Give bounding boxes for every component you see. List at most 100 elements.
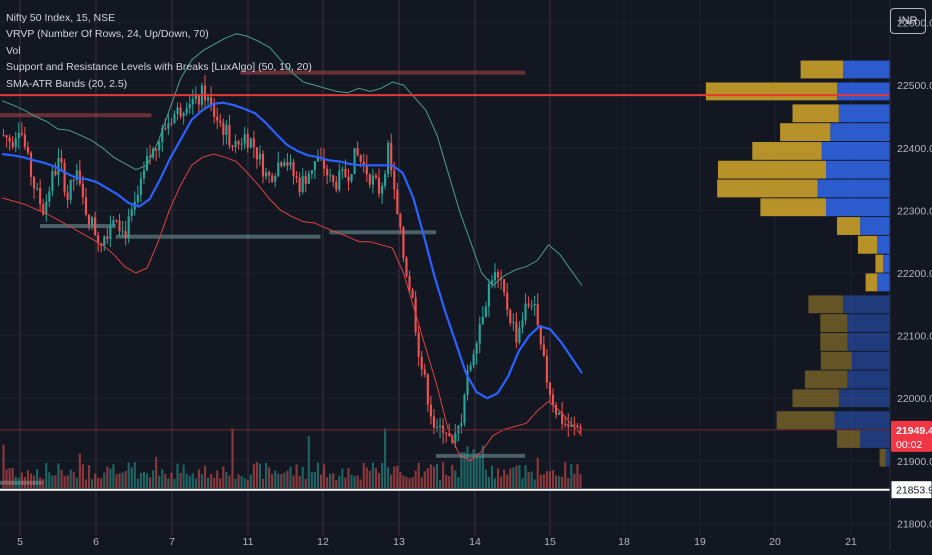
volume-bar <box>500 476 503 488</box>
vp-bar-down <box>705 82 838 101</box>
candle-body <box>399 214 402 228</box>
symbol-title[interactable]: Nifty 50 Index, 15, NSE <box>6 12 116 24</box>
candle-body <box>506 292 509 310</box>
candle-body <box>432 416 436 428</box>
vp-bar-down <box>820 332 848 351</box>
volume-bar <box>530 471 533 488</box>
candle-body <box>246 134 249 148</box>
volume-bar <box>365 467 368 488</box>
candle-body <box>417 332 420 357</box>
volume-bar <box>240 476 243 488</box>
candle-body <box>109 225 112 239</box>
volume-bar <box>97 477 100 488</box>
candle-body <box>347 176 350 182</box>
volume-bar <box>142 472 146 488</box>
volume-bar <box>63 476 66 488</box>
volume-bar <box>118 473 121 488</box>
candle-body <box>268 172 271 176</box>
candle-body <box>191 99 194 105</box>
candle-body <box>301 175 304 193</box>
candle-body <box>237 141 240 145</box>
y-axis-label: 21800.00 <box>897 518 932 530</box>
candle-body <box>39 187 42 205</box>
candle-body <box>286 162 289 166</box>
volume-bar <box>72 471 75 488</box>
volume-bar <box>210 473 213 488</box>
volume-bar <box>289 466 292 488</box>
vp-bar-up <box>826 160 890 179</box>
volume-bar <box>442 462 445 488</box>
candle-body <box>438 425 442 427</box>
candle-body <box>258 153 262 160</box>
indicator-sr-levels[interactable]: Support and Resistance Levels with Break… <box>6 61 312 74</box>
volume-bar <box>469 457 472 488</box>
volume-bar <box>292 475 295 488</box>
volume-bar <box>32 475 36 488</box>
volume-bar <box>191 473 194 488</box>
candle-body <box>445 432 448 434</box>
candle-body <box>393 170 396 190</box>
volume-bar <box>206 477 210 488</box>
volume-bar <box>466 446 469 488</box>
vp-bar-up <box>826 198 890 217</box>
sma-line <box>1 101 583 400</box>
indicator-sma-atr[interactable]: SMA-ATR Bands (20, 2.5) <box>6 77 128 90</box>
candle-body <box>42 204 45 215</box>
volume-bar <box>310 472 313 488</box>
candle-body <box>561 412 564 424</box>
volume-bar <box>164 473 167 488</box>
volume-bar <box>2 444 5 488</box>
volume-bar <box>26 470 30 488</box>
volume-bar <box>402 475 405 488</box>
candle-body <box>551 394 555 405</box>
volume-bar <box>78 453 81 488</box>
candle-body <box>548 382 552 395</box>
candle-body <box>402 227 405 258</box>
candle-body <box>179 107 182 117</box>
candle-body <box>84 197 88 215</box>
vp-bar-down <box>875 254 884 273</box>
candle-body <box>145 156 149 171</box>
candle-body <box>570 424 573 427</box>
candle-body <box>158 141 161 151</box>
candle-body <box>289 161 292 166</box>
candle-body <box>524 303 527 321</box>
candle-body <box>170 123 173 125</box>
volume-bar <box>387 467 390 488</box>
vp-bar-up <box>817 179 890 198</box>
volume-bar <box>69 469 72 488</box>
volume-bar <box>405 476 408 488</box>
candle-body <box>448 433 451 436</box>
candle-body <box>81 183 84 198</box>
indicator-vrvp[interactable]: VRVP (Number Of Rows, 24, Up/Down, 70) <box>6 28 209 41</box>
volume-bar <box>503 469 506 488</box>
volume-bar <box>298 475 301 488</box>
indicator-volume[interactable]: Vol <box>6 44 21 57</box>
volume-bar <box>533 479 536 488</box>
candle-body <box>341 168 344 171</box>
candle-body <box>194 95 197 100</box>
volume-bar <box>307 436 310 488</box>
volume-bar <box>316 462 320 488</box>
volume-bar <box>335 479 338 488</box>
volume-bar <box>194 478 197 488</box>
candle-body <box>380 185 384 194</box>
candle-body <box>136 195 139 202</box>
candle-body <box>310 170 313 174</box>
candle-body <box>316 158 320 162</box>
candle-body <box>567 424 570 427</box>
candle-body <box>219 120 222 123</box>
volume-bar <box>127 462 130 488</box>
candle-body <box>203 85 207 101</box>
volume-bar <box>380 462 384 488</box>
volume-bar <box>94 473 97 488</box>
candle-body <box>45 201 48 215</box>
volume-bar <box>136 478 139 488</box>
volume-bar <box>457 477 460 488</box>
y-axis-label: 22400.00 <box>897 143 932 155</box>
currency-button[interactable]: INR <box>890 8 926 34</box>
volume-bar <box>20 472 23 488</box>
volume-bar <box>417 462 420 488</box>
